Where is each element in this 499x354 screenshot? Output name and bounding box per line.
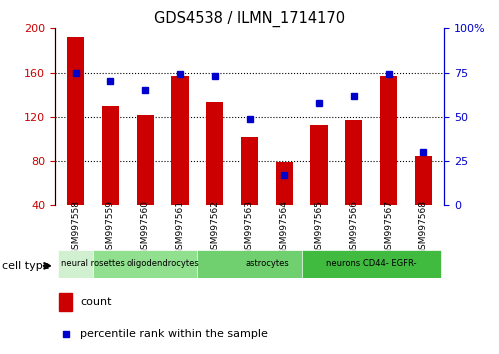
- Text: GSM997560: GSM997560: [141, 200, 150, 255]
- Text: GSM997563: GSM997563: [245, 200, 254, 255]
- Text: GSM997565: GSM997565: [314, 200, 323, 255]
- Bar: [301, 250, 441, 278]
- Bar: [171, 76, 189, 205]
- Text: GDS4538 / ILMN_1714170: GDS4538 / ILMN_1714170: [154, 11, 345, 27]
- Text: cell type: cell type: [2, 261, 50, 271]
- Text: GSM997564: GSM997564: [280, 200, 289, 255]
- Bar: [93, 250, 232, 278]
- Text: oligodendrocytes: oligodendrocytes: [126, 259, 199, 268]
- Text: GSM997568: GSM997568: [419, 200, 428, 255]
- Bar: [415, 155, 432, 205]
- Bar: [380, 76, 397, 205]
- Bar: [198, 250, 336, 278]
- Text: percentile rank within the sample: percentile rank within the sample: [80, 329, 268, 339]
- Bar: [58, 250, 128, 278]
- Text: GSM997558: GSM997558: [71, 200, 80, 255]
- Text: neurons CD44- EGFR-: neurons CD44- EGFR-: [326, 259, 416, 268]
- Text: GSM997562: GSM997562: [210, 200, 219, 255]
- Text: astrocytes: astrocytes: [245, 259, 289, 268]
- Bar: [67, 37, 84, 205]
- Text: GSM997567: GSM997567: [384, 200, 393, 255]
- Bar: [345, 120, 362, 205]
- Bar: [137, 115, 154, 205]
- Text: GSM997566: GSM997566: [349, 200, 358, 255]
- Text: GSM997561: GSM997561: [176, 200, 185, 255]
- Bar: [310, 125, 328, 205]
- Bar: [275, 162, 293, 205]
- Text: count: count: [80, 297, 112, 307]
- Text: neural rosettes: neural rosettes: [61, 259, 125, 268]
- Bar: [59, 293, 72, 312]
- Bar: [102, 106, 119, 205]
- Bar: [206, 102, 224, 205]
- Text: GSM997559: GSM997559: [106, 200, 115, 255]
- Bar: [241, 137, 258, 205]
